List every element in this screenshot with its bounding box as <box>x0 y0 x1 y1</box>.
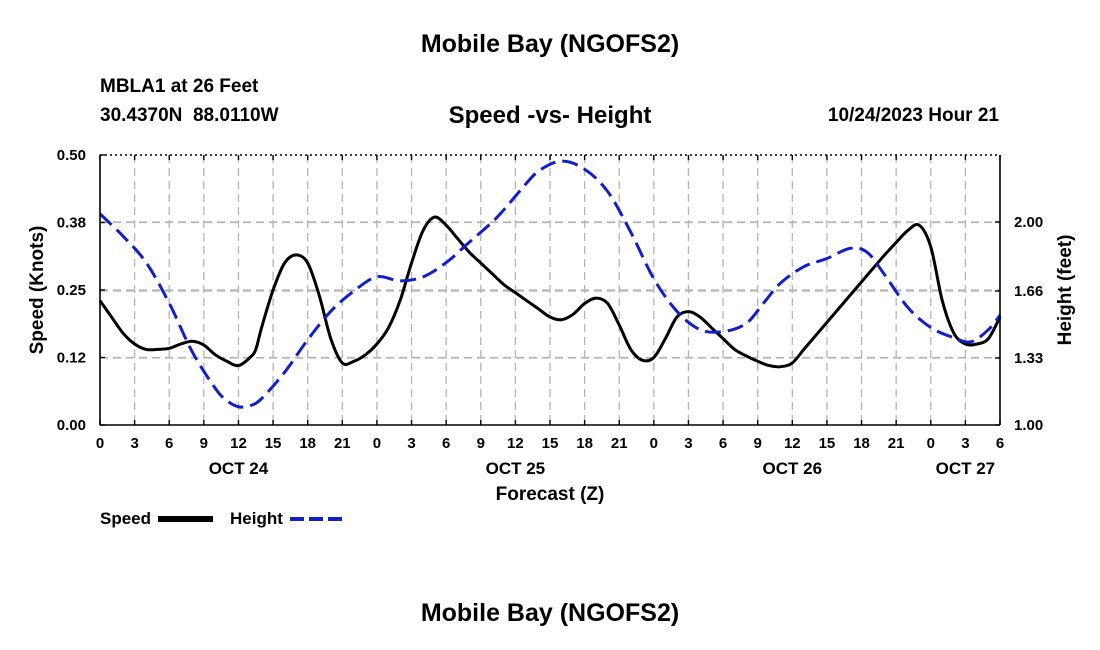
x-tick-label: 12 <box>784 435 801 452</box>
date-label: OCT 27 <box>936 459 996 478</box>
x-tick-label: 9 <box>754 435 762 452</box>
x-tick-label: 0 <box>373 435 381 452</box>
y-axis-label-left: Speed (Knots) <box>27 226 48 355</box>
x-tick-label: 15 <box>265 435 282 452</box>
y-left-tick-label: 0.25 <box>57 282 86 299</box>
y-left-tick-label: 0.38 <box>57 215 86 232</box>
x-tick-label: 12 <box>230 435 247 452</box>
x-tick-label: 6 <box>719 435 727 452</box>
x-tick-label: 0 <box>927 435 935 452</box>
x-tick-label: 15 <box>542 435 559 452</box>
series-line-speed <box>98 215 1002 369</box>
x-tick-label: 15 <box>819 435 836 452</box>
legend-speed-label: Speed <box>100 509 152 528</box>
x-tick-label: 9 <box>477 435 485 452</box>
date-label: OCT 24 <box>209 459 269 478</box>
y-left-tick-label: 0.50 <box>57 147 86 164</box>
x-tick-label: 0 <box>96 435 104 452</box>
chart-subtitle: Speed -vs- Height <box>448 102 652 129</box>
speed-height-chart: 0 3 6 9 12 15 18 21 0 3 6 9 12 15 18 21 0 3 6 9 12 15 18 21 0 3 6O… <box>27 147 1076 505</box>
x-tick-label: 18 <box>853 435 870 452</box>
chart-axes <box>99 154 1001 426</box>
y-left-tick-label: 0.00 <box>57 417 86 434</box>
y-axis-label-right: Height (feet) <box>1055 235 1076 346</box>
x-tick-label: 6 <box>996 435 1004 452</box>
date-label: OCT 26 <box>763 459 823 478</box>
x-axis-label: Forecast (Z) <box>496 484 605 505</box>
legend-height-label: Height <box>230 509 283 528</box>
y-right-tick-label: 1.33 <box>1014 350 1043 367</box>
legend-height-swatch <box>290 517 342 521</box>
x-tick-label: 6 <box>165 435 173 452</box>
x-tick-label: 18 <box>299 435 316 452</box>
y-right-tick-label: 2.00 <box>1014 214 1043 231</box>
x-tick-label: 12 <box>507 435 524 452</box>
x-tick-label: 18 <box>576 435 593 452</box>
chart-lines <box>98 159 1002 409</box>
page-title: Mobile Bay (NGOFS2) <box>420 30 680 58</box>
y-left-tick-label: 0.12 <box>57 350 86 367</box>
x-tick-label: 21 <box>611 435 628 452</box>
x-tick-label: 3 <box>961 435 969 452</box>
chart-grid <box>100 155 1000 425</box>
x-tick-label: 0 <box>650 435 658 452</box>
x-tick-label: 6 <box>442 435 450 452</box>
x-tick-label: 21 <box>888 435 905 452</box>
station-label: MBLA1 at 26 Feet <box>100 76 259 97</box>
x-tick-label: 3 <box>130 435 138 452</box>
footer-title: Mobile Bay (NGOFS2) <box>420 599 680 627</box>
series-line-height <box>98 159 1002 409</box>
coordinates-label: 30.4370N 88.0110W <box>100 105 279 126</box>
x-tick-label: 9 <box>200 435 208 452</box>
x-tick-label: 3 <box>407 435 415 452</box>
date-label: OCT 25 <box>486 459 546 478</box>
forecast-time-label: 10/24/2023 Hour 21 <box>827 105 999 126</box>
x-tick-label: 21 <box>334 435 351 452</box>
x-tick-label: 3 <box>684 435 692 452</box>
chart-labels: 0 3 6 9 12 15 18 21 0 3 6 9 12 15 18 21 0 3 6 9 12 15 18 21 0 3 6O… <box>27 147 1076 505</box>
legend-speed-swatch <box>158 516 213 522</box>
y-right-tick-label: 1.00 <box>1014 417 1043 434</box>
y-right-tick-label: 1.66 <box>1014 283 1043 300</box>
